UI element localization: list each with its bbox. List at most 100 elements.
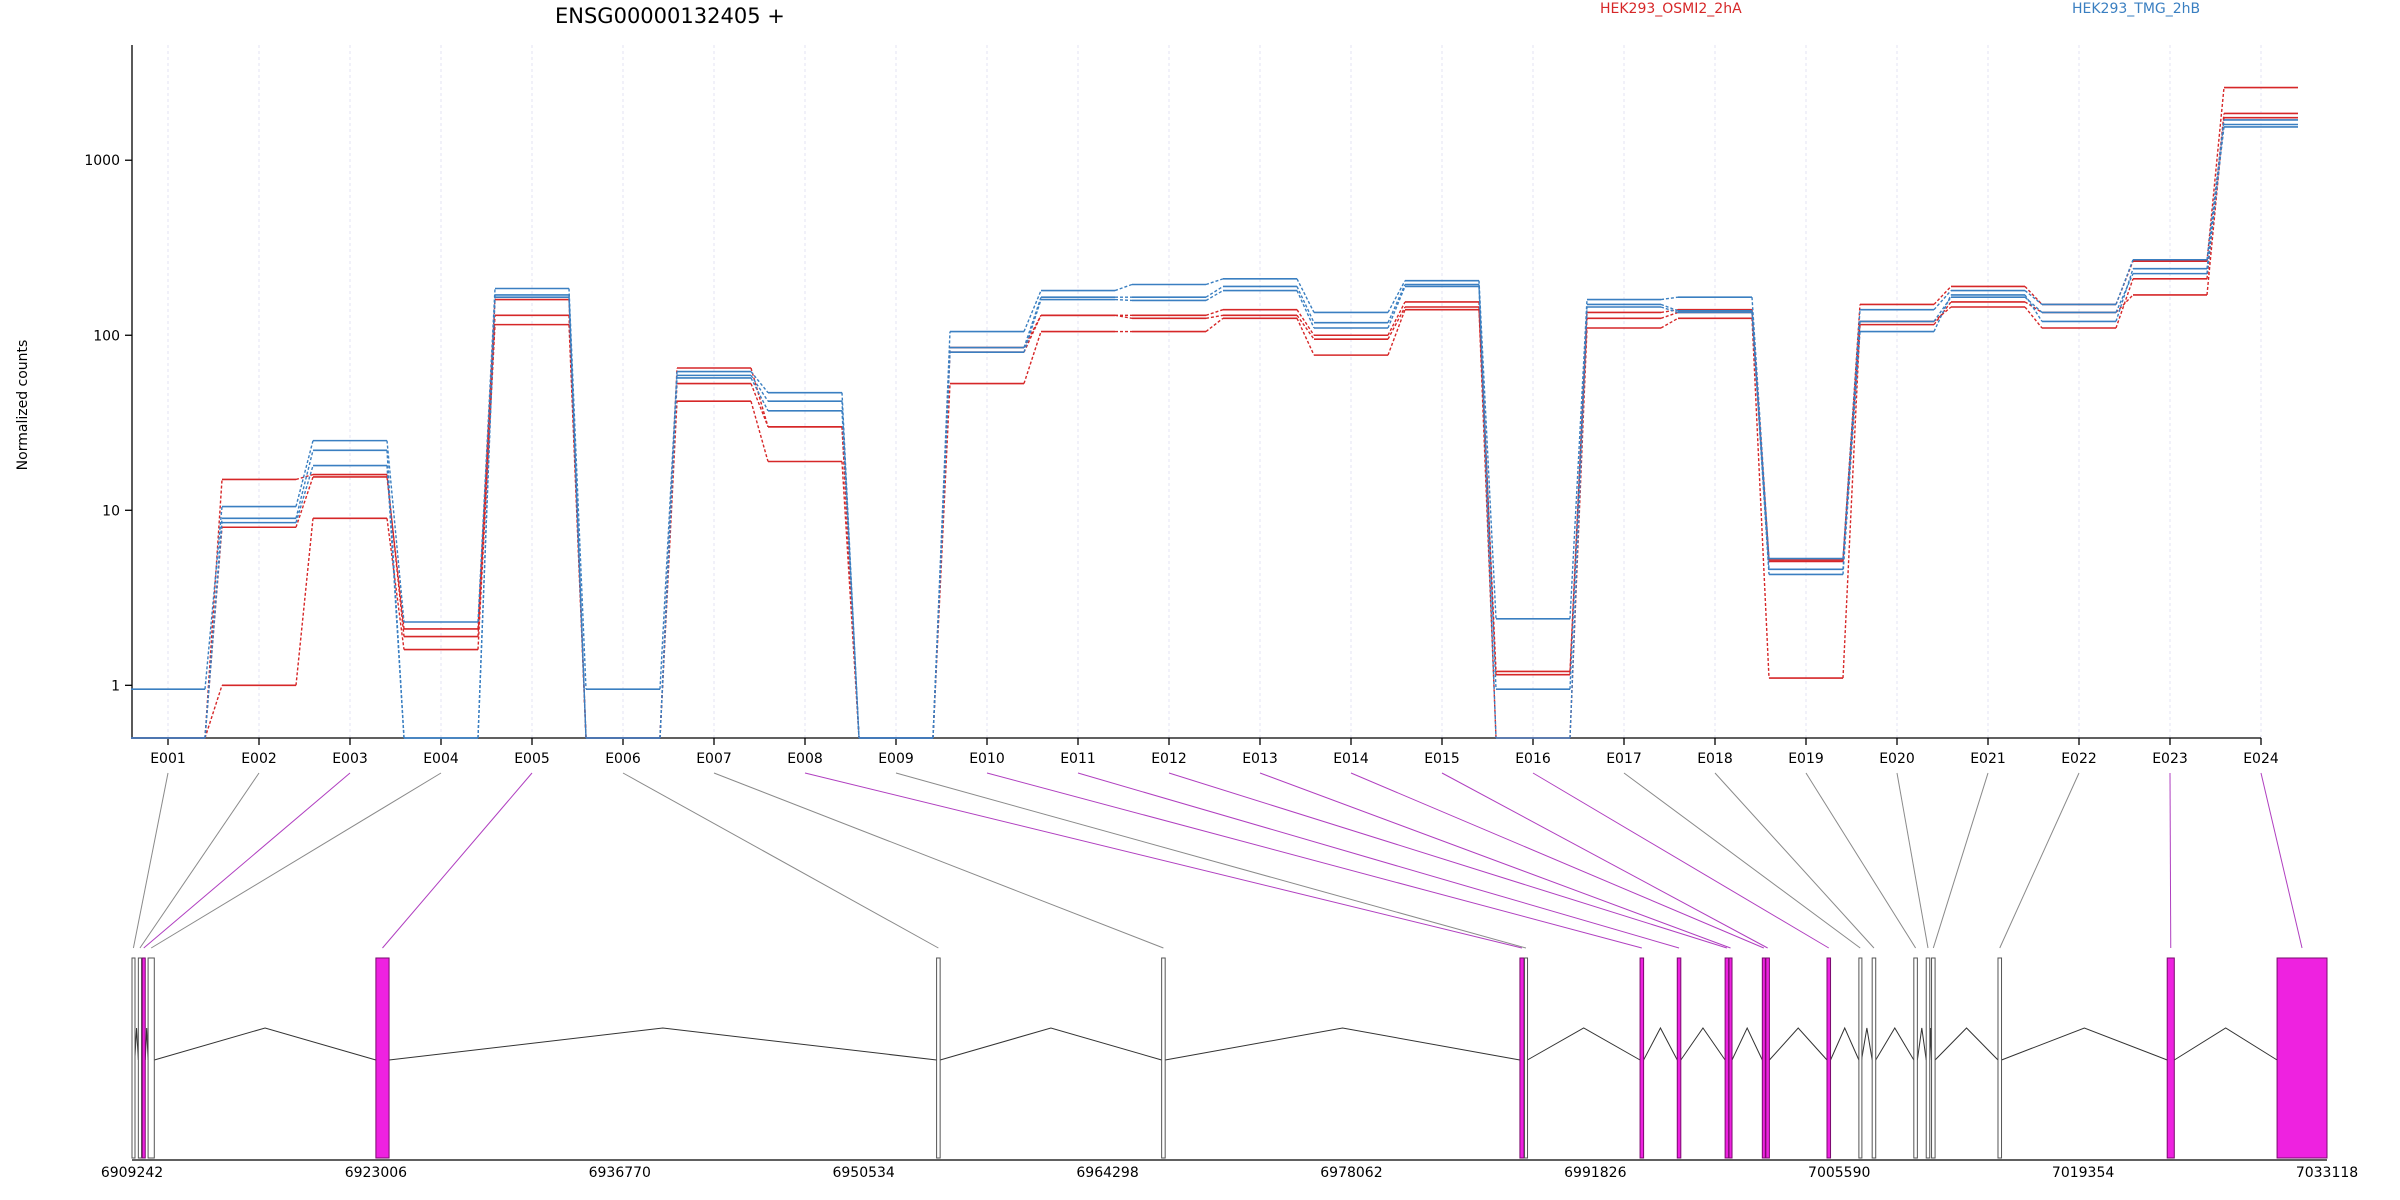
level-transition <box>295 518 314 686</box>
series-HEK293_TMG_2hB-5 <box>131 123 2298 739</box>
level-transition <box>1660 303 1679 312</box>
level-transition <box>1205 314 1224 319</box>
level-transition <box>2024 290 2043 305</box>
level-transition <box>1569 306 1588 739</box>
connector-E008 <box>804 772 1523 949</box>
level-transition <box>750 374 769 402</box>
x-tick-label-E020: E020 <box>1879 751 1915 767</box>
exon-E021 <box>1931 957 1936 1159</box>
level-transition <box>568 294 587 739</box>
x-tick-label-E003: E003 <box>332 751 368 767</box>
connector-E021 <box>1932 772 1989 949</box>
intron <box>1875 1027 1915 1061</box>
level-transition <box>1023 299 1042 353</box>
genomic-tick-label: 7033118 <box>2296 1165 2358 1181</box>
level-transition <box>386 450 405 739</box>
genomic-tick-label: 7019354 <box>2052 1165 2114 1181</box>
level-transition <box>386 440 405 623</box>
level-transition <box>1114 283 1133 292</box>
connector-E018 <box>1714 772 1875 949</box>
connector-E005 <box>382 772 533 949</box>
level-transition <box>1023 315 1042 353</box>
exon-E015 <box>1765 957 1770 1159</box>
genomic-tick-label: 6923006 <box>345 1165 407 1181</box>
exon-E018 <box>1871 957 1877 1159</box>
exon-E017 <box>1858 957 1863 1159</box>
exon-E023 <box>2166 957 2175 1159</box>
connector-E012 <box>1168 772 1728 949</box>
x-tick-label-E018: E018 <box>1697 751 1733 767</box>
intron <box>1769 1027 1828 1061</box>
genomic-tick-label: 6991826 <box>1564 1165 1626 1181</box>
connector-E022 <box>1999 772 2080 949</box>
connector-E015 <box>1441 772 1768 949</box>
exon-E014 <box>1761 957 1766 1159</box>
level-transition <box>2115 268 2134 322</box>
exon-connectors <box>132 772 2303 949</box>
level-transition <box>1933 290 1952 311</box>
level-transition <box>750 371 769 394</box>
level-transition <box>750 383 769 428</box>
connector-E007 <box>713 772 1164 949</box>
connector-E002 <box>139 772 260 949</box>
connector-E004 <box>150 772 442 949</box>
level-transition <box>1387 309 1406 356</box>
level-transition <box>750 377 769 412</box>
x-tick-label-E001: E001 <box>150 751 186 767</box>
level-transition <box>1114 298 1133 302</box>
level-transition <box>750 401 769 462</box>
connector-E020 <box>1896 772 1929 949</box>
connector-E019 <box>1805 772 1917 949</box>
exon-E003 <box>141 957 146 1159</box>
intron <box>1861 1027 1873 1061</box>
level-transition <box>1660 308 1679 314</box>
level-transition <box>295 450 314 519</box>
level-transition <box>1387 286 1406 329</box>
level-transition <box>2115 294 2134 313</box>
x-tick-label-E024: E024 <box>2243 751 2279 767</box>
gridlines <box>167 45 2262 738</box>
x-tick-label-E022: E022 <box>2061 751 2097 767</box>
intron <box>1643 1026 1678 1061</box>
exon-E005 <box>375 957 390 1159</box>
x-tick-label-E005: E005 <box>514 751 550 767</box>
x-tick-label-E006: E006 <box>605 751 641 767</box>
x-tick-label-E002: E002 <box>241 751 277 767</box>
level-transition <box>1387 301 1406 336</box>
intron <box>389 1027 937 1061</box>
level-transition <box>1296 309 1315 336</box>
level-transition <box>1660 306 1679 314</box>
level-transition <box>295 473 314 481</box>
connector-E003 <box>143 772 351 949</box>
genomic-tick-label: 7005590 <box>1808 1165 1870 1181</box>
x-tick-label-E014: E014 <box>1333 751 1369 767</box>
level-transition <box>1751 312 1770 575</box>
level-transition <box>204 522 223 739</box>
x-tick-label-E021: E021 <box>1970 751 2006 767</box>
level-transition <box>2206 119 2225 260</box>
x-tick-label-E015: E015 <box>1424 751 1460 767</box>
genomic-tick-label: 6909242 <box>101 1165 163 1181</box>
intron <box>1680 1027 1726 1061</box>
level-transition <box>1660 296 1679 301</box>
level-transition <box>477 315 496 637</box>
series-HEK293_OSMI2_2hA-2 <box>131 116 2298 739</box>
y-tick-label: 100 <box>93 328 120 344</box>
connector-E024 <box>2260 772 2303 949</box>
level-transition <box>1387 284 1406 323</box>
exon-E022 <box>1997 957 2003 1159</box>
level-transition <box>1023 296 1042 348</box>
axes: 1 10 100 1000 E001 E002 E003 E004 E005 E006 E007 E0… <box>84 45 2279 767</box>
x-tick-label-E013: E013 <box>1242 751 1278 767</box>
level-transition <box>477 288 496 623</box>
level-transition <box>841 392 860 739</box>
level-transition <box>1023 290 1042 332</box>
level-transition <box>2115 273 2134 313</box>
x-tick-label-E009: E009 <box>878 751 914 767</box>
exon-E019 <box>1913 957 1918 1159</box>
level-transition <box>659 377 678 739</box>
level-transition <box>1842 321 1861 575</box>
intron <box>1527 1027 1641 1061</box>
level-transition <box>932 352 951 739</box>
